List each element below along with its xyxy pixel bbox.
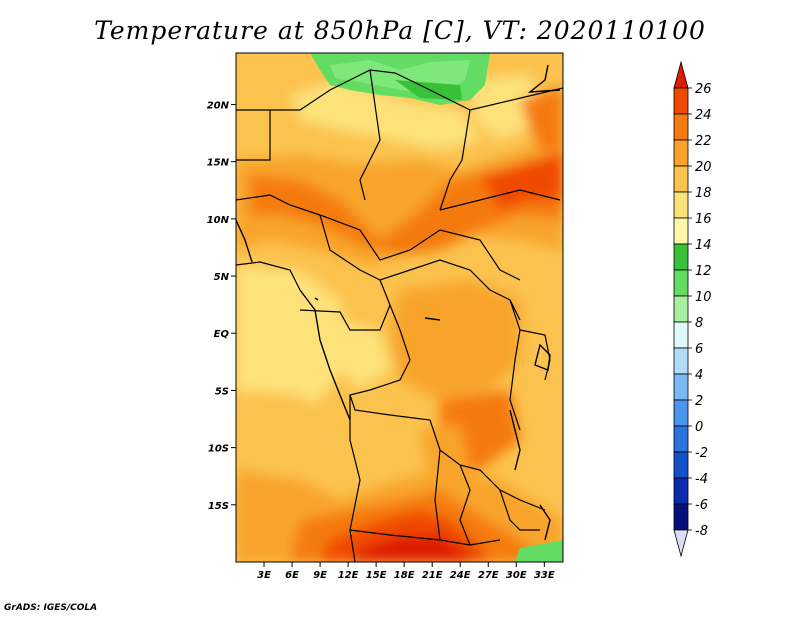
lon-label: 27E xyxy=(478,570,499,581)
colorbar-top-arrow xyxy=(673,60,689,89)
lon-label: 33E xyxy=(534,570,555,581)
lat-label: 5S xyxy=(215,386,229,397)
colorbar-box xyxy=(673,295,689,323)
colorbar-label: 26 xyxy=(695,82,712,97)
lat-label: 5N xyxy=(214,272,230,283)
lat-label: 10N xyxy=(207,215,230,226)
credit-label: GrADS: IGES/COLA xyxy=(4,603,98,613)
colorbar-label: 20 xyxy=(695,160,712,175)
colorbar-box xyxy=(673,165,689,193)
colorbar-box xyxy=(673,399,689,427)
colorbar-bottom-arrow xyxy=(673,529,689,558)
colorbar-label: -8 xyxy=(695,524,708,539)
lat-label: 20N xyxy=(207,100,230,111)
lon-label: 21E xyxy=(422,570,443,581)
lon-label: 24E xyxy=(450,570,471,581)
lon-label: 9E xyxy=(313,570,327,581)
longitude-axis: 3E 6E 9E 12E 15E 18E 21E 24E 27E 30E 33E xyxy=(257,562,555,581)
lon-label: 15E xyxy=(366,570,387,581)
colorbar-label: 12 xyxy=(695,264,712,279)
colorbar-box xyxy=(673,347,689,375)
colorbar-label: 18 xyxy=(695,186,712,201)
colorbar-box xyxy=(673,243,689,271)
map-frame xyxy=(235,52,564,563)
map-title: Temperature at 850hPa [C], VT: 202011010… xyxy=(94,16,706,45)
colorbar-box xyxy=(673,139,689,167)
colorbar-label: 14 xyxy=(695,238,712,253)
lon-label: 3E xyxy=(257,570,271,581)
lon-label: 30E xyxy=(506,570,527,581)
lon-label: 12E xyxy=(338,570,359,581)
lat-label: EQ xyxy=(214,329,230,340)
colorbar-box xyxy=(673,191,689,219)
colorbar-label: -6 xyxy=(695,498,708,513)
colorbar-box xyxy=(673,87,689,115)
colorbar-box xyxy=(673,113,689,141)
country-borders xyxy=(236,69,563,562)
colorbar-label: 10 xyxy=(695,290,712,305)
lat-label: 10S xyxy=(208,444,229,455)
temperature-field xyxy=(236,53,563,562)
colorbar-label: 2 xyxy=(695,394,703,409)
colorbar-label: -2 xyxy=(695,446,708,461)
colorbar-label: 16 xyxy=(695,212,712,227)
colorbar-box xyxy=(673,425,689,453)
lat-label: 15N xyxy=(207,158,230,169)
colorbar-label: 0 xyxy=(695,420,703,435)
colorbar-label: -4 xyxy=(695,472,708,487)
colorbar-label: 4 xyxy=(695,368,703,383)
colorbar-label: 24 xyxy=(695,108,712,123)
colorbar-box xyxy=(673,477,689,505)
colorbar-label: 22 xyxy=(695,134,712,149)
colorbar-label: 8 xyxy=(695,316,703,331)
colorbar-label: 6 xyxy=(695,342,703,357)
coastlines xyxy=(235,64,561,541)
colorbar-box xyxy=(673,321,689,349)
colorbar-box xyxy=(673,217,689,245)
colorbar-box xyxy=(673,269,689,297)
lat-label: 15S xyxy=(208,501,229,512)
colorbar-box xyxy=(673,373,689,401)
lon-label: 18E xyxy=(394,570,415,581)
latitude-axis: 20N 15N 10N 5N EQ 5S 10S 15S xyxy=(207,100,236,512)
colorbar-box xyxy=(673,503,689,531)
colorbar-box xyxy=(673,451,689,479)
lon-label: 6E xyxy=(285,570,299,581)
